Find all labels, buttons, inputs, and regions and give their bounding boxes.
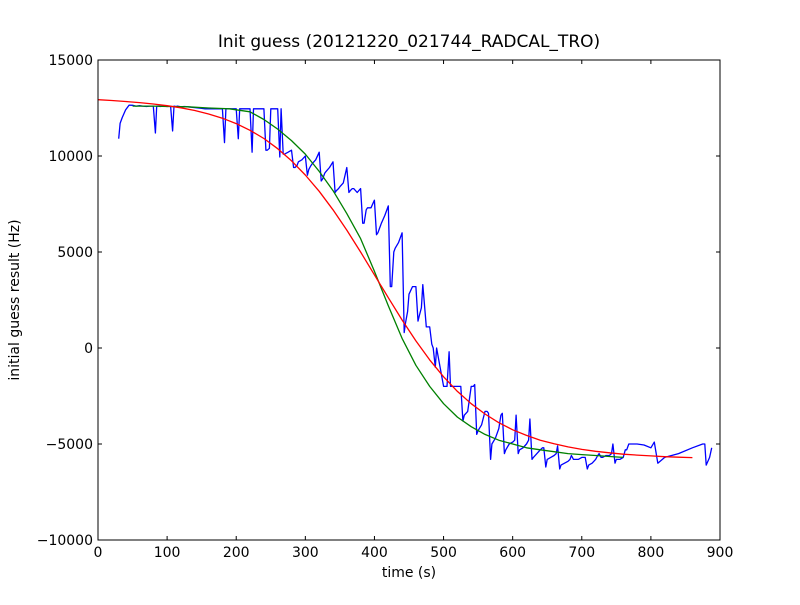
y-tick-label: 0 [84, 341, 93, 357]
y-tick-label: −10000 [37, 533, 93, 549]
y-tick-label: 10000 [48, 149, 93, 165]
series-layer [98, 99, 713, 470]
x-tick-label: 300 [292, 545, 319, 561]
x-tick-label: 800 [638, 545, 665, 561]
x-tick-label: 600 [499, 545, 526, 561]
tick-layer: 0 100 200 300 400 500 600 700 800 900 −10000 −5000 0… [37, 53, 734, 561]
chart-title: Init guess (20121220_021744_RADCAL_TRO) [218, 32, 600, 52]
y-axis-label: initial guess result (Hz) [7, 219, 23, 380]
x-tick-label: 700 [568, 545, 595, 561]
series-line-2 [132, 105, 624, 459]
x-axis-label: time (s) [382, 565, 436, 581]
x-tick-label: 200 [223, 545, 250, 561]
series-line-3 [98, 99, 693, 459]
x-tick-label: 0 [94, 545, 103, 561]
x-tick-label: 500 [430, 545, 457, 561]
y-tick-label: 5000 [57, 245, 93, 261]
x-tick-label: 100 [154, 545, 181, 561]
plot-frame [97, 59, 721, 541]
x-tick-label: 400 [361, 545, 388, 561]
x-tick-label: 900 [707, 545, 734, 561]
y-tick-label: 15000 [48, 53, 93, 69]
y-tick-label: −5000 [46, 437, 93, 453]
